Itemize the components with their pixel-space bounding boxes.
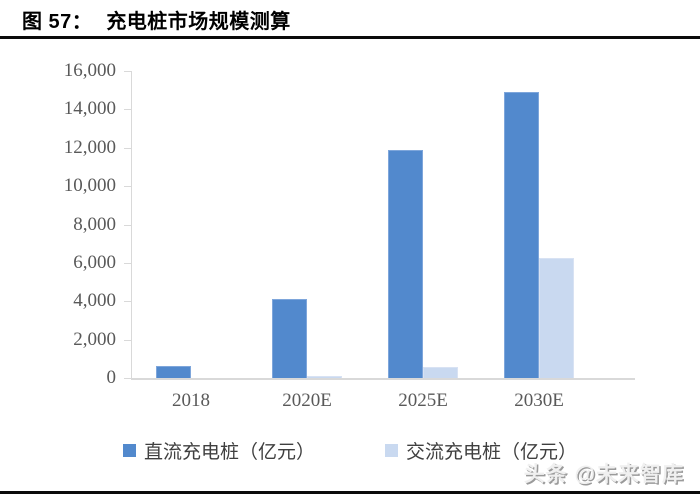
y-axis-tick-label: 16,000 [63,60,116,81]
legend-item-ac: 交流充电桩（亿元） [385,437,577,464]
x-axis-tick-label: 2018 [172,390,210,411]
legend-label: 直流充电桩（亿元） [143,442,315,463]
y-axis-tick-label: 2,000 [73,329,116,350]
y-axis-tick-label: 10,000 [63,175,116,196]
x-axis-tick-label: 2025E [398,390,448,411]
y-axis-tick [124,109,131,110]
chart-header: 图 57： 充电桩市场规模测算 [22,5,291,34]
x-axis-line [131,378,635,380]
y-axis-tick-label: 12,000 [63,137,116,158]
bar-dc-2030E [504,92,539,378]
title-divider [0,36,700,39]
legend-label: 交流充电桩（亿元） [406,442,578,463]
bar-ac-2030E [539,258,574,378]
y-axis-tick-label: 8,000 [73,214,116,235]
y-axis-tick [124,148,131,149]
figure-label: 图 57： [22,11,93,33]
y-axis-tick-label: 4,000 [73,290,116,311]
y-axis-tick-label: 6,000 [73,252,116,273]
y-axis-tick [124,340,131,341]
y-axis-tick [124,378,131,379]
x-axis-tick-label: 2020E [282,390,332,411]
y-axis-tick [124,263,131,264]
y-axis-tick-label: 0 [106,367,117,388]
chart-legend: 直流充电桩（亿元） 交流充电桩（亿元） [0,437,700,464]
y-axis-tick-label: 14,000 [63,98,116,119]
bar-dc-2020E [272,299,307,378]
legend-item-dc: 直流充电桩（亿元） [122,437,315,464]
legend-swatch-icon [122,444,136,457]
y-axis-tick [124,71,131,72]
y-axis-tick [124,225,131,226]
watermark: 头条 @未来智库 [523,463,684,486]
page-title: 充电桩市场规模测算 [106,11,291,33]
y-axis-tick [124,301,131,302]
bar-ac-2025E [423,367,458,378]
bar-dc-2025E [388,150,423,378]
bar-ac-2020E [307,376,342,378]
legend-swatch-icon [385,444,398,457]
y-axis-line [131,71,132,380]
y-axis-tick [124,186,131,187]
x-axis-tick-label: 2030E [514,390,564,411]
bar-dc-2018 [156,366,191,378]
bottom-divider [0,491,700,494]
